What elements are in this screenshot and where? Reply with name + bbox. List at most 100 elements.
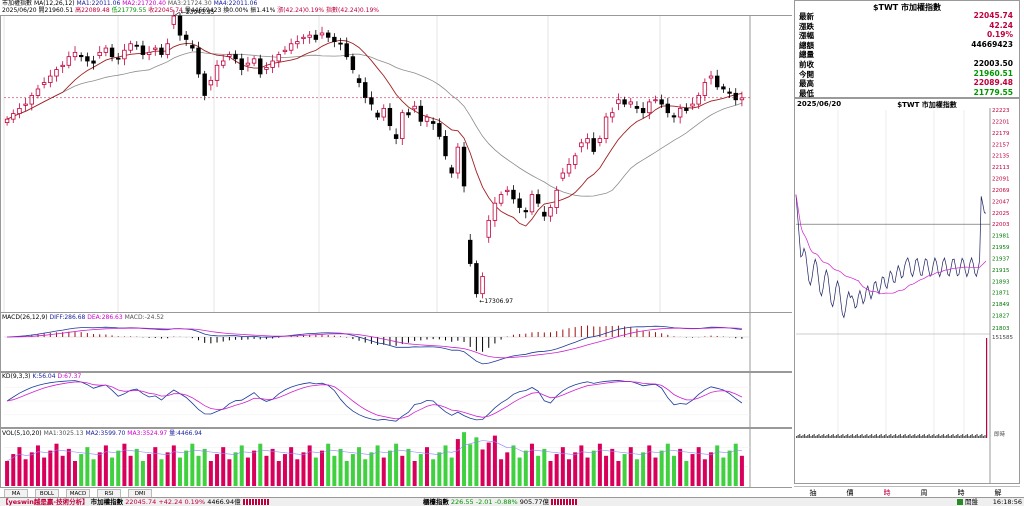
period-tab[interactable]: 周 (920, 489, 928, 497)
period-tab[interactable]: 抽 (809, 489, 817, 497)
volume-vol: 量:4466.94 (169, 430, 202, 437)
status-bar-graph-1 (242, 499, 269, 505)
volume-legend: VOL(5,10,20) MA1:3025.13 MA2:3599.70 MA3… (2, 430, 202, 438)
intraday-volume-bar (823, 434, 825, 438)
volume-bar (177, 457, 182, 486)
candle-body (715, 75, 720, 88)
candle (134, 41, 139, 50)
intraday-volume-bar (973, 436, 975, 438)
candle-body (628, 101, 633, 105)
intraday-price-tick: 21871 (992, 291, 1010, 297)
macd-frame (0, 312, 792, 372)
main-y-axis (750, 0, 792, 312)
candle (721, 83, 726, 93)
candle-body (690, 103, 695, 107)
chart-header: 市加權指數 MA(12,26,12) MA1:22011.06 MA2:2172… (2, 0, 792, 16)
candle-body (23, 103, 28, 106)
volume-bar (394, 443, 399, 486)
quote-row: 最高 22089.48 (799, 78, 1015, 88)
volume-bar (363, 459, 368, 486)
candlestick-chart[interactable]: ←23943.95 ←17306.97 (0, 0, 792, 312)
candle-body (640, 107, 646, 114)
intraday-volume-bar (883, 435, 886, 438)
volume-bar (449, 457, 454, 486)
volume-frame (0, 428, 792, 488)
quote-key: 總額 (799, 40, 814, 50)
quote-value: 22045.74 (973, 11, 1013, 20)
candle (468, 234, 473, 267)
intraday-volume-bar (920, 436, 922, 438)
volume-bar (634, 459, 639, 486)
quote-row: 最新 22045.74 (799, 11, 1015, 21)
candle-body (585, 138, 590, 144)
volume-bar (387, 450, 392, 486)
header-amplitude: 振1.41% (250, 7, 276, 14)
macd-chart[interactable] (0, 312, 792, 372)
status-index-name[interactable]: 市加權指數 (90, 498, 124, 506)
candle (356, 74, 362, 88)
candle (486, 215, 491, 243)
candle (23, 97, 28, 111)
intraday-volume-bar (805, 436, 807, 438)
volume-bar (140, 461, 145, 486)
candle-body (91, 60, 96, 64)
intraday-volume-bar (837, 434, 839, 438)
volume-y-axis (750, 428, 792, 488)
volume-bar (375, 445, 380, 486)
candle-body (60, 64, 65, 67)
candle (48, 69, 53, 88)
candle (492, 196, 498, 227)
intraday-chart[interactable]: 22223 22201 22179 22157 22135 22113 22091 22069… (794, 108, 1020, 484)
candle (566, 158, 572, 177)
header-change: 漲(42.24)0.19% (277, 7, 325, 14)
volume-bar (381, 457, 386, 486)
period-tab[interactable]: 解 (994, 489, 1002, 497)
intraday-volume-bar (816, 435, 818, 438)
candle-body (375, 112, 380, 118)
candle-body (591, 138, 596, 152)
intraday-volume-bar (797, 435, 799, 438)
candle-body (702, 82, 708, 96)
volume-chart[interactable] (0, 428, 792, 488)
candle-body (498, 194, 504, 204)
high-marker-label: ←23943.95 (181, 9, 215, 16)
candle (591, 132, 596, 155)
intraday-panel: 2025/06/20 $TWT 市加權指數 (794, 98, 1020, 484)
intraday-volume-bar (796, 436, 798, 438)
quote-row: 前收 22003.50 (799, 59, 1015, 69)
candle (603, 112, 609, 144)
candle-body (418, 105, 424, 122)
quote-title: $TWT 市加權指數 (872, 3, 942, 12)
status-otc-name[interactable]: 櫃檯指數 (422, 498, 449, 506)
volume-bar (159, 459, 164, 486)
candle-body (109, 47, 115, 58)
volume-bar (554, 454, 559, 486)
status-index-amount: 4466.94億 (207, 498, 241, 506)
intraday-price-tick: 22003 (992, 222, 1010, 228)
volume-bar (122, 443, 127, 486)
candle (548, 204, 553, 222)
intraday-volume-label: 151585 (992, 335, 1013, 341)
period-tab[interactable]: 時 (957, 489, 965, 497)
period-tab[interactable]: 時 (883, 489, 891, 497)
candle (430, 117, 436, 130)
candle-body (251, 58, 257, 64)
kd-chart[interactable] (0, 372, 792, 428)
intraday-volume-bar (914, 434, 916, 438)
candle-body (535, 194, 541, 204)
volume-bar (282, 454, 287, 486)
macd-diff: DIFF:286.68 (49, 314, 86, 321)
volume-bar (338, 448, 343, 486)
intraday-volume-bar (842, 434, 844, 438)
intraday-volume-bar (949, 436, 951, 438)
candle-body (54, 69, 59, 77)
candle-body (400, 112, 405, 139)
candle-body (202, 73, 207, 96)
candle (634, 101, 640, 114)
candle (251, 55, 257, 67)
intraday-volume-bar (840, 435, 842, 438)
candle-body (288, 43, 294, 51)
volume-bar (486, 442, 491, 486)
period-tab[interactable]: 價 (846, 489, 854, 497)
volume-bar (455, 439, 460, 486)
